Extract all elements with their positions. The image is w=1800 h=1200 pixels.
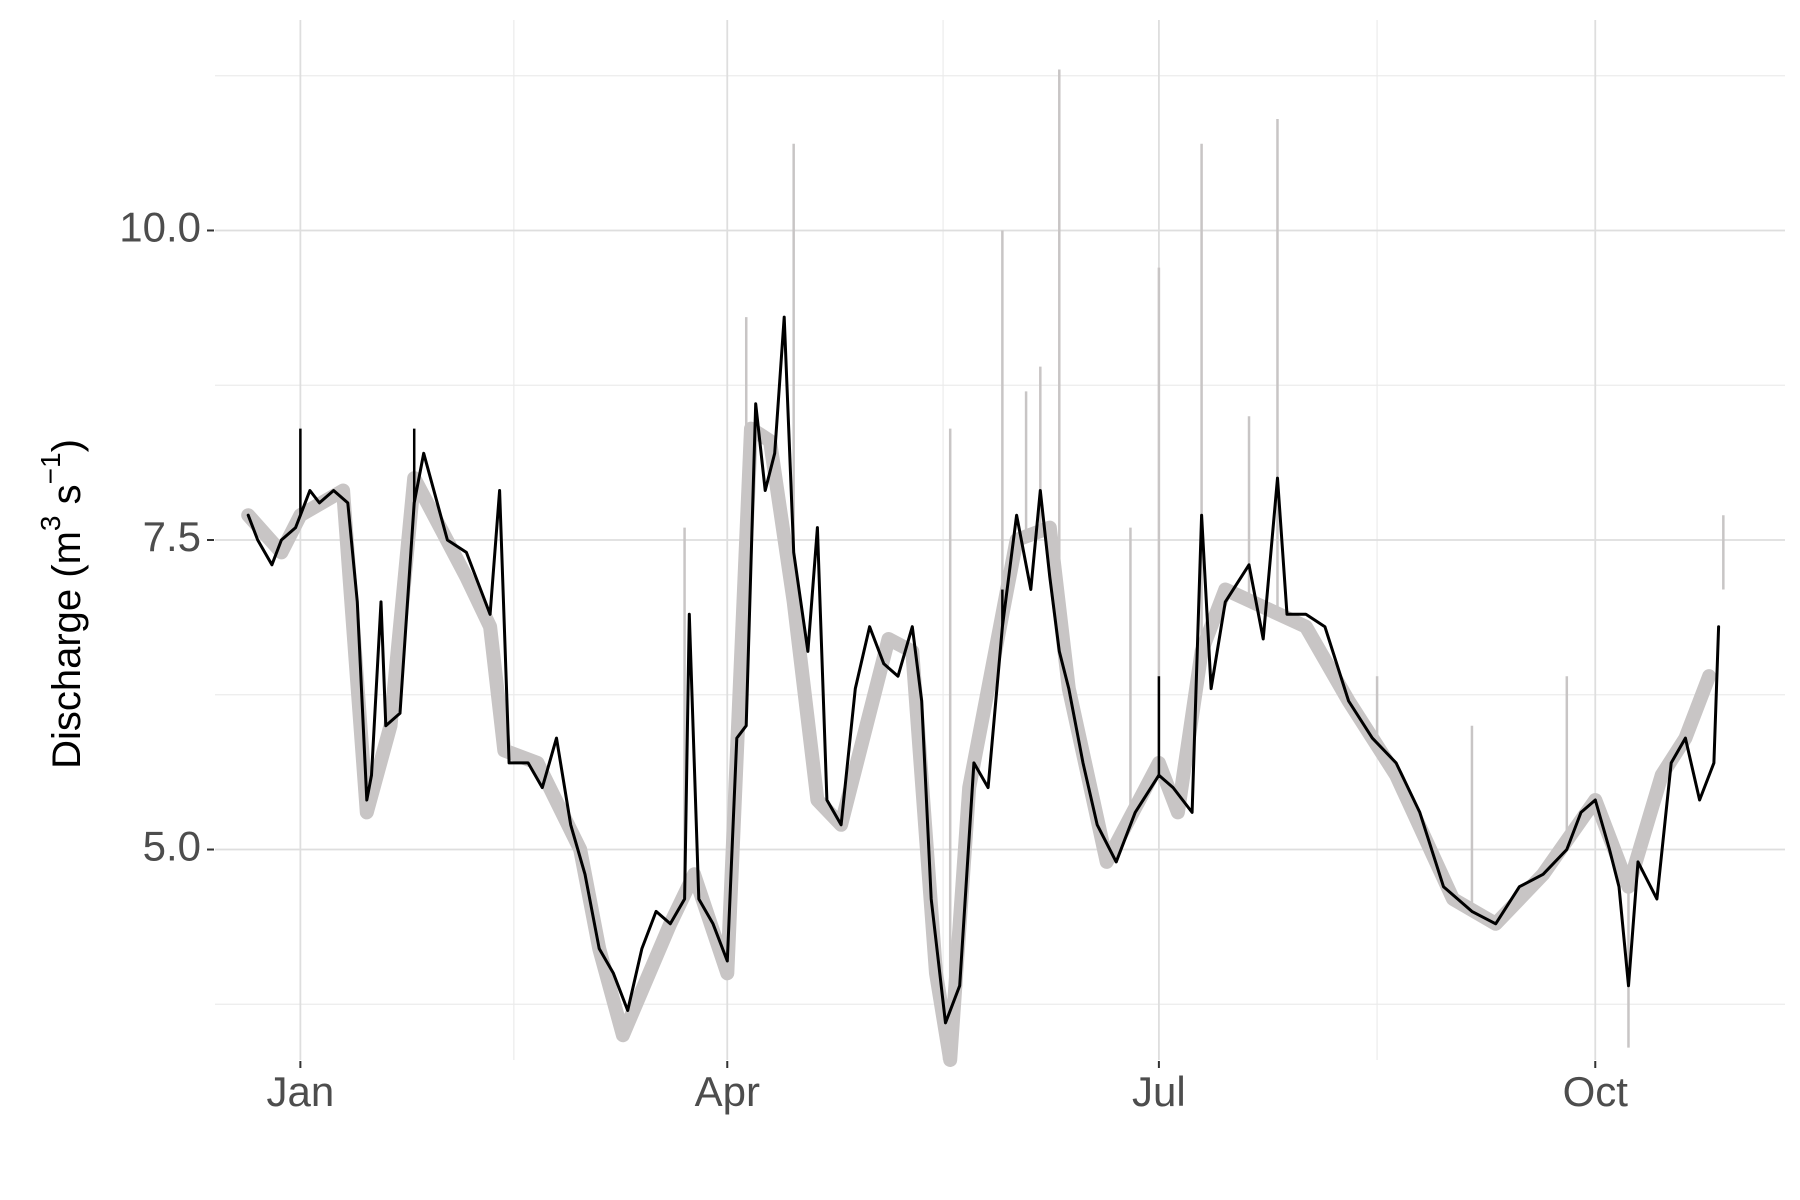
y-tick-label: 7.5	[143, 513, 201, 560]
minor-gridlines	[215, 20, 1785, 1060]
discharge-line	[246, 315, 1721, 1025]
y-axis-ticks: 5.0 7.5 10.0	[119, 204, 214, 870]
discharge-series	[246, 315, 1721, 1025]
band-line	[241, 421, 1717, 1067]
y-tick-label: 10.0	[119, 204, 201, 251]
x-tick-label: Oct	[1563, 1068, 1629, 1115]
band-series	[241, 69, 1725, 1067]
y-axis-title: Discharge (m3 s−1)	[35, 439, 88, 769]
x-tick-label: Jul	[1132, 1068, 1186, 1115]
major-gridlines	[215, 20, 1785, 1060]
y-tick-label: 5.0	[143, 823, 201, 870]
x-tick-label: Apr	[695, 1068, 760, 1115]
x-axis-ticks: Jan Apr Jul Oct	[267, 1061, 1629, 1115]
x-tick-label: Jan	[267, 1068, 335, 1115]
